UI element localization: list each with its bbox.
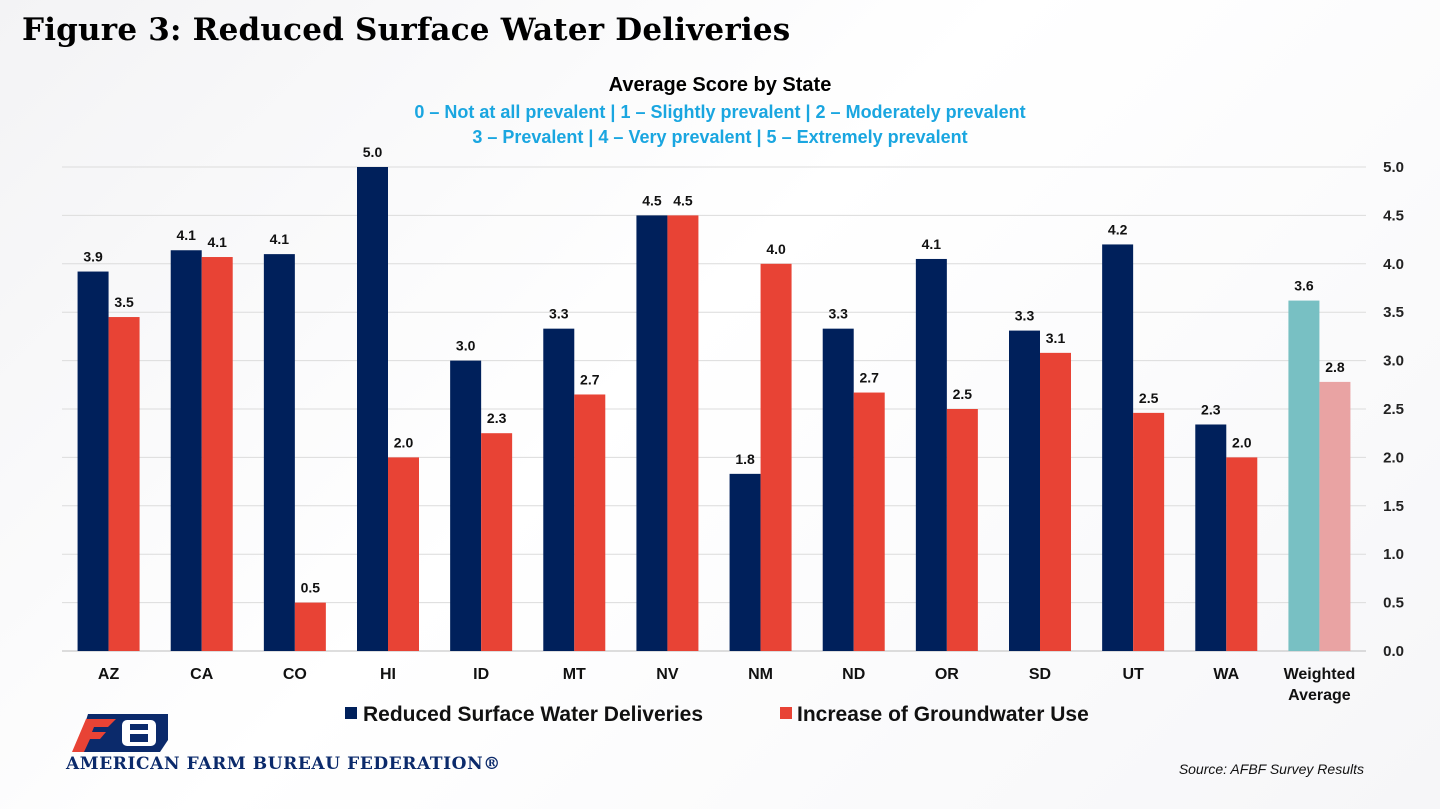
- bar-groundwater: [946, 409, 978, 651]
- legend-label-surface-water: Reduced Surface Water Deliveries: [363, 703, 703, 726]
- organization-name: AMERICAN FARM BUREAU FEDERATION®: [66, 754, 501, 774]
- bar-surface-water: [1009, 330, 1040, 651]
- bar-surface-water: [543, 328, 575, 651]
- y-tick-label: 0.5: [1383, 595, 1404, 612]
- x-tick-label: ID: [473, 666, 489, 683]
- x-tick-label: CO: [283, 666, 307, 683]
- data-label: 3.6: [1294, 278, 1314, 294]
- x-tick-label: MT: [563, 666, 586, 683]
- bar-surface-water: [357, 167, 388, 651]
- bar-groundwater: [1040, 352, 1071, 651]
- bar-surface-water: [450, 360, 482, 651]
- y-tick-label: 3.0: [1383, 353, 1404, 370]
- bar-groundwater: [1133, 412, 1165, 651]
- data-label: 3.0: [456, 338, 476, 354]
- y-tick-label: 4.0: [1383, 256, 1404, 273]
- x-tick-label: SD: [1029, 666, 1051, 683]
- x-tick-label: WA: [1213, 666, 1239, 683]
- bar-groundwater: [294, 602, 326, 651]
- x-tick-label: NM: [748, 666, 773, 683]
- bar-groundwater: [108, 317, 140, 651]
- x-tick-label: HI: [380, 666, 396, 683]
- data-label: 3.3: [1015, 308, 1035, 324]
- x-tick-label: NV: [656, 666, 679, 683]
- y-tick-label: 2.0: [1383, 449, 1404, 466]
- data-label: 2.5: [1139, 390, 1159, 406]
- bar-surface-water: [1195, 424, 1227, 651]
- source-note: Source: AFBF Survey Results: [1178, 761, 1364, 777]
- bar-surface-water: [1288, 300, 1320, 651]
- x-tick-label: AZ: [98, 666, 120, 683]
- bar-surface-water: [729, 473, 761, 651]
- bar-groundwater: [853, 392, 885, 651]
- bar-groundwater: [574, 394, 606, 651]
- data-label: 3.5: [114, 294, 134, 310]
- legend-label-groundwater: Increase of Groundwater Use: [797, 703, 1089, 726]
- scale-legend-line-1: 0 – Not at all prevalent | 1 – Slightly …: [414, 102, 1026, 122]
- y-tick-label: 5.0: [1383, 159, 1404, 176]
- bar-groundwater: [481, 433, 513, 651]
- y-tick-label: 2.5: [1383, 401, 1404, 418]
- chart-title: Average Score by State: [608, 74, 832, 96]
- bar-groundwater: [1319, 381, 1351, 651]
- x-tick-label: ND: [842, 666, 865, 683]
- data-label: 0.5: [301, 580, 321, 596]
- bar-groundwater: [388, 457, 419, 651]
- data-label: 2.7: [580, 371, 600, 387]
- bar-surface-water: [77, 271, 109, 651]
- farm-bureau-logo-icon: [72, 714, 168, 752]
- bar-surface-water: [822, 328, 854, 651]
- data-label: 4.5: [673, 192, 693, 208]
- bar-groundwater: [760, 263, 792, 651]
- data-label: 2.0: [394, 434, 414, 450]
- data-label: 2.5: [953, 386, 973, 402]
- data-label: 4.1: [176, 227, 196, 243]
- data-label: 3.1: [1046, 330, 1066, 346]
- data-label: 2.8: [1325, 359, 1345, 375]
- data-label: 5.0: [363, 144, 383, 160]
- bar-surface-water: [915, 258, 947, 651]
- data-label: 2.7: [859, 370, 879, 386]
- y-tick-label: 1.5: [1383, 498, 1404, 515]
- data-label: 4.1: [270, 231, 290, 247]
- x-tick-label: UT: [1122, 666, 1144, 683]
- scale-legend-line-2: 3 – Prevalent | 4 – Very prevalent | 5 –…: [472, 127, 968, 147]
- y-tick-label: 3.5: [1383, 304, 1404, 321]
- bar-surface-water: [263, 254, 295, 651]
- data-label: 4.5: [642, 192, 662, 208]
- data-label: 4.2: [1108, 221, 1128, 237]
- y-tick-label: 0.0: [1383, 643, 1404, 660]
- y-tick-label: 4.5: [1383, 207, 1404, 224]
- bar-surface-water: [170, 250, 202, 652]
- bar-groundwater: [1226, 457, 1258, 651]
- bar-groundwater: [667, 215, 699, 651]
- data-label: 2.0: [1232, 434, 1252, 450]
- data-label: 4.0: [766, 241, 786, 257]
- bar-chart: 0.0 0.5 1.0 1.5 2.0 2.5 3.0 3.5 4.0 4.5 5.0 3.9 3.5 A…: [62, 144, 1404, 726]
- x-tick-label: Weighted: [1284, 666, 1356, 683]
- x-tick-label: CA: [190, 666, 214, 683]
- data-label: 3.9: [83, 249, 103, 265]
- x-tick-label: Average: [1288, 687, 1351, 704]
- y-tick-label: 1.0: [1383, 546, 1404, 563]
- data-label: 2.3: [487, 410, 507, 426]
- data-label: 2.3: [1201, 401, 1221, 417]
- data-label: 3.3: [549, 306, 569, 322]
- legend-swatch-surface-water: [345, 707, 357, 719]
- bar-surface-water: [1102, 244, 1134, 651]
- figure-title: Figure 3: Reduced Surface Water Deliveri…: [22, 12, 791, 48]
- x-tick-label: OR: [935, 666, 959, 683]
- data-label: 4.1: [922, 236, 942, 252]
- legend-swatch-groundwater: [780, 707, 792, 719]
- bar-groundwater: [201, 257, 233, 651]
- data-label: 1.8: [735, 451, 755, 467]
- bar-surface-water: [636, 215, 668, 651]
- data-label: 3.3: [828, 306, 848, 322]
- data-label: 4.1: [207, 234, 227, 250]
